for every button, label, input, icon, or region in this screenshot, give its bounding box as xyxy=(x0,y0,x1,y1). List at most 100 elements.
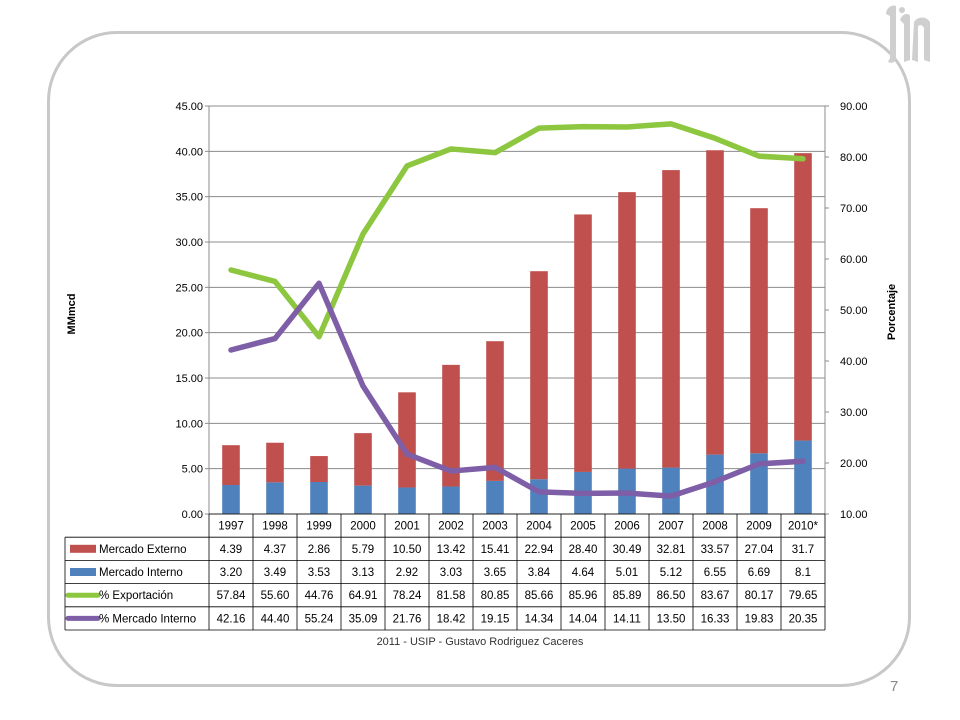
bar-mercado-interno xyxy=(266,482,284,514)
bar-mercado-externo xyxy=(794,153,812,441)
data-label: 85.66 xyxy=(525,590,554,602)
data-label: 3.13 xyxy=(352,567,374,579)
bar-mercado-interno xyxy=(354,485,372,514)
bar-mercado-interno xyxy=(486,480,504,514)
legend-swatch xyxy=(70,544,96,553)
x-tick-label: 1997 xyxy=(218,521,244,533)
data-label: 4.37 xyxy=(264,544,286,556)
data-label: 5.01 xyxy=(616,567,638,579)
data-label: 80.85 xyxy=(481,590,510,602)
data-label: 85.96 xyxy=(569,590,598,602)
bar-mercado-interno xyxy=(398,487,416,514)
data-label: 44.76 xyxy=(305,590,334,602)
data-label: 16.33 xyxy=(701,613,730,625)
data-label: 31.7 xyxy=(792,544,814,556)
bar-mercado-interno xyxy=(794,440,812,514)
data-label: 79.65 xyxy=(789,590,818,602)
bar-mercado-externo xyxy=(618,192,636,469)
page-number: 7 xyxy=(890,678,899,695)
data-label: 3.65 xyxy=(484,567,506,579)
gridlines xyxy=(209,105,825,470)
bar-mercado-interno xyxy=(442,486,460,514)
data-label: 83.67 xyxy=(701,590,730,602)
data-label: 64.91 xyxy=(349,590,378,602)
bar-mercado-externo xyxy=(574,214,592,472)
x-tick-label: 2000 xyxy=(350,521,376,533)
y-tick-label: 40.00 xyxy=(175,146,203,158)
bar-mercado-interno xyxy=(662,467,680,514)
footer-credit: 2011 - USIP - Gustavo Rodriguez Caceres xyxy=(376,636,584,648)
x-tick-label: 2004 xyxy=(526,521,552,533)
legend-label: Mercado Externo xyxy=(99,544,187,556)
bar-mercado-externo xyxy=(486,341,504,481)
data-label: 4.64 xyxy=(572,567,595,579)
bars xyxy=(222,150,812,514)
data-label: 8.1 xyxy=(795,567,811,579)
y2-tick-label: 10.00 xyxy=(840,509,868,521)
data-label: 30.49 xyxy=(613,544,642,556)
x-tick-label: 2003 xyxy=(482,521,508,533)
y2-tick-label: 30.00 xyxy=(840,407,868,419)
data-label: 3.84 xyxy=(528,567,551,579)
y2-tick-label: 50.00 xyxy=(840,305,868,317)
legend-label: % Exportación xyxy=(99,590,173,602)
data-label: 14.34 xyxy=(525,613,554,625)
bar-mercado-externo xyxy=(266,442,284,483)
data-table: 1997 1998 1999 2000 2001 2002 2003 2004 2005 2006… xyxy=(64,513,826,631)
y2-tick-label: 60.00 xyxy=(840,254,868,266)
data-label: 85.89 xyxy=(613,590,642,602)
bar-mercado-externo xyxy=(222,445,240,485)
y-tick-label: 30.00 xyxy=(175,237,203,249)
x-tick-label: 2002 xyxy=(438,521,464,533)
bar-mercado-externo xyxy=(530,271,548,480)
bar-mercado-externo xyxy=(750,208,768,454)
data-label: 86.50 xyxy=(657,590,686,602)
legend-label: % Mercado Interno xyxy=(99,613,196,625)
bar-mercado-externo xyxy=(706,150,724,455)
data-label: 10.50 xyxy=(393,544,422,556)
data-label: 14.11 xyxy=(613,613,641,625)
data-label: 44.40 xyxy=(261,613,290,625)
y2-axis-label: Porcentaje xyxy=(886,284,898,340)
data-label: 21.76 xyxy=(393,613,422,625)
x-tick-label: 2010* xyxy=(788,521,819,533)
data-label: 3.03 xyxy=(440,567,462,579)
y2-tick-label: 20.00 xyxy=(840,458,868,470)
bar-mercado-interno xyxy=(310,481,328,514)
y2-tick-label: 70.00 xyxy=(840,203,868,215)
data-label: 42.16 xyxy=(217,613,246,625)
data-label: 27.04 xyxy=(745,544,774,556)
y-tick-label: 10.00 xyxy=(175,418,203,430)
x-tick-label: 2006 xyxy=(614,521,640,533)
data-label: 22.94 xyxy=(525,544,554,556)
y2-tick-label: 40.00 xyxy=(840,356,868,368)
tick-labels: 0.00 5.00 10.00 15.00 20.00 25.00 30.00 35.00 40… xyxy=(175,101,867,521)
x-tick-label: 2008 xyxy=(702,521,728,533)
data-label: 5.79 xyxy=(352,544,374,556)
data-label: 55.24 xyxy=(305,613,334,625)
data-label: 3.53 xyxy=(308,567,330,579)
legend-label: Mercado Interno xyxy=(99,567,183,579)
data-label: 15.41 xyxy=(481,544,510,556)
data-label: 18.42 xyxy=(437,613,466,625)
y-tick-label: 15.00 xyxy=(175,373,203,385)
bar-mercado-externo xyxy=(310,456,328,482)
bar-mercado-externo xyxy=(398,392,416,488)
data-label: 2.92 xyxy=(396,567,418,579)
y-tick-label: 20.00 xyxy=(175,328,203,340)
data-label: 5.12 xyxy=(660,567,682,579)
data-label: 4.39 xyxy=(220,544,242,556)
data-label: 20.35 xyxy=(789,613,818,625)
data-label: 6.69 xyxy=(748,567,770,579)
data-label: 3.20 xyxy=(220,567,242,579)
x-tick-label: 2007 xyxy=(658,521,684,533)
data-label: 80.17 xyxy=(745,590,774,602)
bar-mercado-externo xyxy=(442,364,460,487)
y2-tick-label: 90.00 xyxy=(840,101,868,113)
bar-mercado-interno xyxy=(222,484,240,514)
x-tick-label: 2005 xyxy=(570,521,596,533)
data-label: 19.15 xyxy=(481,613,510,625)
bar-mercado-interno xyxy=(530,479,548,514)
x-tick-label: 1999 xyxy=(306,521,332,533)
